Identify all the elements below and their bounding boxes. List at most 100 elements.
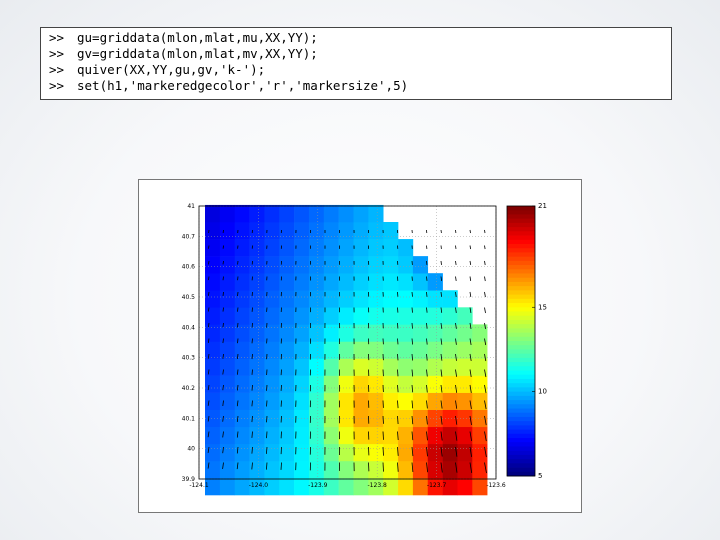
heatmap-cell — [234, 358, 250, 376]
heatmap-cell — [383, 392, 399, 410]
heatmap-cell — [353, 460, 369, 479]
quiver-arrow — [440, 369, 443, 377]
heatmap-cell — [279, 290, 295, 308]
heatmap-cell — [294, 222, 310, 240]
heatmap-cell — [368, 273, 384, 291]
heatmap-cells — [205, 204, 488, 496]
quiver-arrow — [222, 353, 224, 359]
command-text: gv=griddata(mlon,mlat,mv,XX,YY); — [77, 46, 318, 61]
colorbar-segment — [507, 463, 535, 468]
colorbar-segment — [507, 315, 535, 321]
heatmap-cell — [353, 358, 369, 376]
heatmap-cell — [412, 358, 429, 376]
quiver-arrow — [469, 400, 472, 409]
heatmap-cell — [219, 239, 235, 257]
colorbar-segment — [507, 383, 535, 388]
quiver-arrow — [469, 446, 472, 457]
heatmap-cell — [219, 222, 235, 240]
quiver-arrow — [484, 322, 486, 330]
colorbar-segment — [507, 471, 535, 477]
heatmap-cell — [457, 392, 473, 410]
colorbar-segment — [507, 227, 535, 232]
heatmap-cell — [412, 307, 429, 325]
heatmap-cell — [249, 460, 265, 479]
colorbar-tick-label: 21 — [538, 202, 547, 210]
heatmap-cell — [353, 256, 369, 274]
quiver-arrow — [411, 338, 413, 345]
heatmap-cell — [308, 290, 325, 308]
heatmap-cell — [412, 477, 429, 496]
heatmap-cell — [398, 392, 414, 410]
heatmap-cell — [308, 443, 325, 462]
heatmap-cell — [338, 307, 354, 325]
colorbar-segment — [507, 294, 535, 300]
colorbar-segment — [507, 454, 535, 460]
quiver-arrow — [208, 322, 210, 328]
heatmap-cell — [442, 290, 458, 308]
heatmap-cell — [338, 392, 354, 410]
command-line-4: >> set(h1,'markeredgecolor','r','markersi… — [49, 78, 671, 94]
colorbar-segment — [507, 273, 535, 279]
heatmap-cell — [294, 358, 310, 376]
heatmap-cell — [323, 477, 339, 496]
heatmap-cell — [338, 324, 354, 342]
quiver-arrow — [426, 431, 428, 441]
heatmap-cell — [427, 307, 443, 325]
y-tick-label: 41 — [187, 203, 195, 210]
quiver-arrow — [440, 307, 443, 313]
quiver-arrow — [411, 353, 413, 361]
quiver-arrow — [208, 291, 210, 296]
heatmap-cell — [294, 324, 310, 342]
heatmap-cell — [234, 443, 250, 462]
colorbar-segment — [507, 442, 535, 447]
heatmap-cell — [279, 375, 295, 393]
quiver-arrow — [222, 462, 224, 469]
heatmap-cell — [264, 307, 280, 325]
heatmap-cell — [308, 392, 325, 410]
quiver-arrow — [426, 322, 428, 329]
quiver-arrow — [251, 369, 253, 375]
heatmap-cell — [398, 409, 414, 428]
heatmap-cell — [249, 392, 265, 410]
heatmap-cell — [383, 443, 399, 462]
heatmap-cell — [457, 443, 473, 462]
heatmap-cell — [234, 375, 250, 393]
heatmap-cell — [353, 341, 369, 359]
heatmap-cell — [338, 443, 354, 462]
heatmap-cell — [353, 204, 369, 223]
colorbar-segment — [507, 239, 535, 245]
colorbar-segment — [507, 395, 535, 401]
colorbar-segment — [507, 252, 535, 258]
quiver-arrow — [426, 291, 428, 297]
heatmap-cell — [457, 324, 473, 342]
prompt-symbol: >> — [49, 46, 65, 61]
quiver-arrow — [222, 369, 224, 375]
y-tick-label: 40.5 — [182, 294, 196, 301]
quiver-arrow — [455, 307, 457, 313]
heatmap-cell — [427, 341, 443, 359]
quiver-arrow — [484, 431, 487, 442]
quiver-arrow — [484, 415, 487, 426]
heatmap-cell — [219, 375, 235, 393]
heatmap-cell — [338, 341, 354, 359]
heatmap-cell — [234, 222, 250, 240]
quiver-arrow — [469, 353, 472, 361]
quiver-arrow — [455, 338, 457, 345]
quiver-arrow — [469, 307, 472, 313]
quiver-arrow — [484, 384, 487, 394]
quiver-arrow — [207, 353, 210, 359]
heatmap-cell — [368, 443, 384, 462]
heatmap-cell — [457, 426, 473, 445]
prompt-symbol: >> — [49, 62, 65, 77]
heatmap-cell — [264, 239, 280, 257]
quiver-arrow — [222, 338, 224, 344]
heatmap-cell — [219, 443, 235, 462]
quiver-arrow — [455, 384, 458, 393]
heatmap-cell — [294, 341, 310, 359]
quiver-arrow — [251, 431, 253, 438]
heatmap-cell — [338, 460, 354, 479]
colorbar-segment — [507, 311, 535, 317]
colorbar-segment — [507, 206, 535, 211]
quiver-arrow — [455, 431, 458, 441]
heatmap-cell — [308, 256, 325, 274]
